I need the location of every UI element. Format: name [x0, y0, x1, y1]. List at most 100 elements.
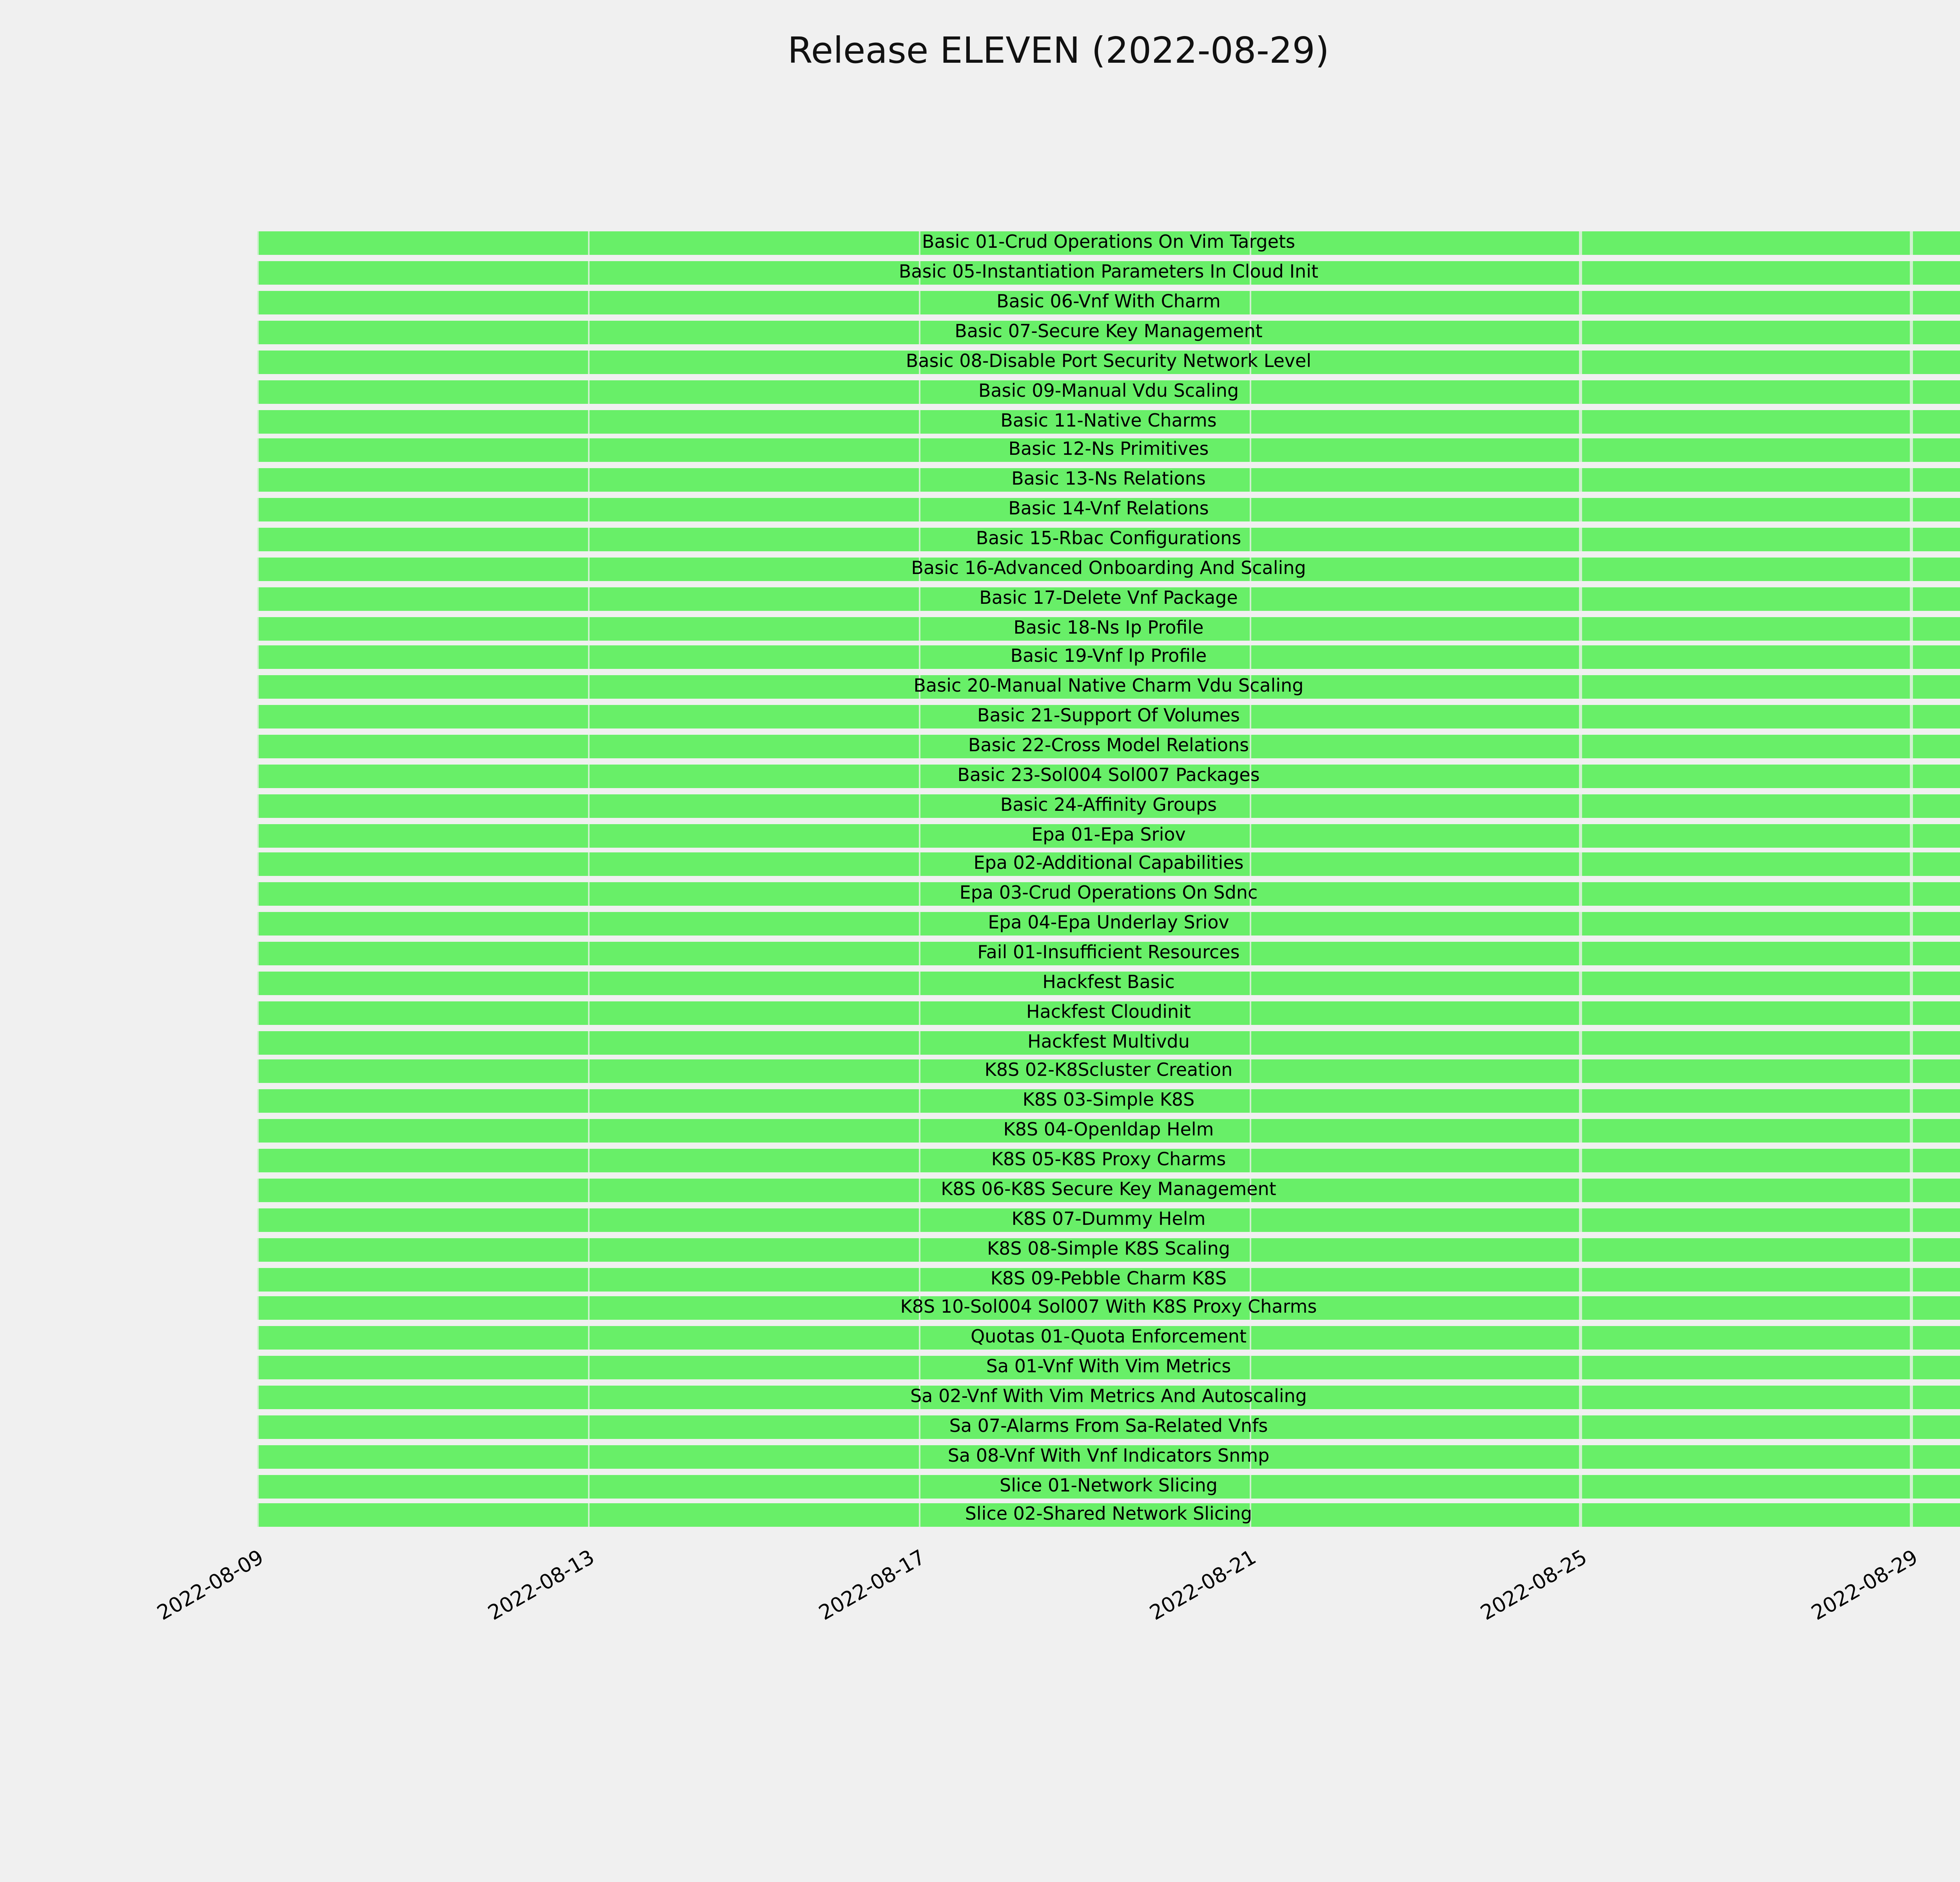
task-label: Basic 17-Delete Vnf Package: [979, 586, 1238, 609]
task-label: Basic 16-Advanced Onboarding And Scaling: [911, 556, 1306, 579]
task-bar: [257, 646, 1960, 670]
plot-area: Basic 01-Crud Operations On Vim Targets B…: [257, 229, 1960, 1531]
task-bar: [257, 1119, 1960, 1143]
x-tick-label: 2022-08-09: [154, 1546, 269, 1626]
task-label: Slice 01-Network Slicing: [1000, 1473, 1218, 1496]
task-row: Sa 01-Vnf With Vim Metrics: [257, 1353, 1960, 1382]
task-bar: [257, 1178, 1960, 1202]
task-label: Basic 01-Crud Operations On Vim Targets: [922, 231, 1295, 253]
task-row: Basic 07-Secure Key Management: [257, 318, 1960, 347]
task-bar: [257, 232, 1960, 256]
task-label: K8S 09-Pebble Charm K8S: [990, 1266, 1227, 1289]
task-bar: [257, 291, 1960, 315]
task-label: Epa 03-Crud Operations On Sdnc: [959, 882, 1258, 904]
task-row: Basic 16-Advanced Onboarding And Scaling: [257, 554, 1960, 584]
task-label: Sa 01-Vnf With Vim Metrics: [986, 1355, 1231, 1377]
task-bar: [257, 1267, 1960, 1291]
task-label: K8S 02-K8Scluster Creation: [984, 1059, 1233, 1082]
x-axis: 2022-08-09 2022-08-13 2022-08-17 2022-08-21…: [154, 1540, 1960, 1650]
task-row: Basic 21-Support Of Volumes: [257, 702, 1960, 732]
task-bar: [257, 1326, 1960, 1350]
task-bar: [257, 1030, 1960, 1054]
task-row: Basic 22-Cross Model Relations: [257, 732, 1960, 761]
task-label: K8S 07-Dummy Helm: [1011, 1207, 1206, 1230]
task-label: K8S 05-K8S Proxy Charms: [991, 1148, 1226, 1170]
task-bar: [257, 1504, 1960, 1528]
gridline: [918, 229, 920, 1531]
task-bar: [257, 676, 1960, 699]
task-row: Basic 24-Affinity Groups: [257, 791, 1960, 820]
task-row: K8S 05-K8S Proxy Charms: [257, 1146, 1960, 1175]
x-tick-label: 2022-08-29: [1808, 1546, 1922, 1626]
task-row: Sa 08-Vnf With Vnf Indicators Snmp: [257, 1442, 1960, 1471]
task-bar: [257, 350, 1960, 374]
task-row: Hackfest Basic: [257, 968, 1960, 998]
task-bar: [257, 912, 1960, 936]
task-bar: [257, 1444, 1960, 1468]
task-bar: [257, 1356, 1960, 1380]
task-label: Basic 05-Instantiation Parameters In Clo…: [898, 261, 1319, 283]
task-bar: [257, 469, 1960, 492]
task-label: Basic 23-Sol004 Sol007 Packages: [957, 763, 1260, 786]
task-label: Hackfest Cloudinit: [1026, 1000, 1191, 1023]
task-label: Basic 19-Vnf Ip Profile: [1010, 645, 1207, 667]
task-row: Hackfest Cloudinit: [257, 998, 1960, 1027]
task-row: Fail 01-Insufficient Resources: [257, 939, 1960, 968]
gridline: [1910, 229, 1913, 1531]
task-bar: [257, 764, 1960, 788]
task-label: Basic 13-Ns Relations: [1011, 468, 1206, 490]
task-row: Basic 17-Delete Vnf Package: [257, 584, 1960, 613]
task-bar: [257, 735, 1960, 759]
task-row: Basic 13-Ns Relations: [257, 466, 1960, 495]
task-bar: [257, 1090, 1960, 1114]
task-bar: [257, 1208, 1960, 1232]
task-row: Basic 19-Vnf Ip Profile: [257, 643, 1960, 672]
task-bar: [257, 1060, 1960, 1084]
task-label: Basic 09-Manual Vdu Scaling: [978, 379, 1239, 401]
task-label: Basic 24-Affinity Groups: [1000, 793, 1217, 816]
task-label: Basic 14-Vnf Relations: [1008, 497, 1209, 520]
task-row: Epa 04-Epa Underlay Sriov: [257, 909, 1960, 939]
task-bar: [257, 380, 1960, 403]
task-bar: [257, 705, 1960, 729]
task-label: K8S 06-K8S Secure Key Management: [941, 1177, 1276, 1200]
chart-title: Release ELEVEN (2022-08-29): [788, 31, 1329, 72]
task-row: Basic 01-Crud Operations On Vim Targets: [257, 229, 1960, 258]
task-bar: [257, 262, 1960, 285]
task-bar: [257, 1001, 1960, 1025]
task-row: Basic 11-Native Charms: [257, 407, 1960, 436]
task-bar: [257, 587, 1960, 610]
task-row: K8S 10-Sol004 Sol007 With K8S Proxy Char…: [257, 1294, 1960, 1323]
task-label: Epa 04-Epa Underlay Sriov: [988, 911, 1229, 934]
task-row: Sa 02-Vnf With Vim Metrics And Autoscali…: [257, 1382, 1960, 1412]
task-label: Sa 08-Vnf With Vnf Indicators Snmp: [947, 1444, 1270, 1466]
task-label: Basic 20-Manual Native Charm Vdu Scaling: [913, 675, 1304, 697]
task-label: K8S 10-Sol004 Sol007 With K8S Proxy Char…: [900, 1296, 1317, 1318]
task-label: Basic 18-Ns Ip Profile: [1013, 616, 1204, 638]
task-label: Basic 21-Support Of Volumes: [977, 704, 1240, 727]
task-bar: [257, 794, 1960, 817]
task-bar: [257, 1415, 1960, 1439]
x-tick-label: 2022-08-25: [1477, 1546, 1592, 1626]
task-label: Epa 01-Epa Sriov: [1031, 823, 1186, 845]
task-bar: [257, 1385, 1960, 1409]
task-row: Hackfest Multivdu: [257, 1028, 1960, 1057]
task-label: Hackfest Basic: [1042, 970, 1175, 993]
task-bar: [257, 557, 1960, 581]
task-row: Basic 06-Vnf With Charm: [257, 288, 1960, 318]
task-label: K8S 03-Simple K8S: [1022, 1089, 1195, 1111]
gridline: [588, 229, 590, 1531]
task-row: K8S 03-Simple K8S: [257, 1087, 1960, 1116]
task-label: Hackfest Multivdu: [1027, 1030, 1190, 1052]
task-row: K8S 07-Dummy Helm: [257, 1205, 1960, 1234]
task-row: Quotas 01-Quota Enforcement: [257, 1323, 1960, 1353]
task-row: Basic 12-Ns Primitives: [257, 436, 1960, 465]
task-row: Slice 01-Network Slicing: [257, 1471, 1960, 1501]
task-row: Basic 20-Manual Native Charm Vdu Scaling: [257, 673, 1960, 702]
task-bar: [257, 883, 1960, 906]
task-bar: [257, 409, 1960, 433]
task-row: Basic 08-Disable Port Security Network L…: [257, 347, 1960, 377]
task-label: Basic 08-Disable Port Security Network L…: [906, 349, 1312, 372]
task-label: Fail 01-Insufficient Resources: [977, 941, 1240, 963]
